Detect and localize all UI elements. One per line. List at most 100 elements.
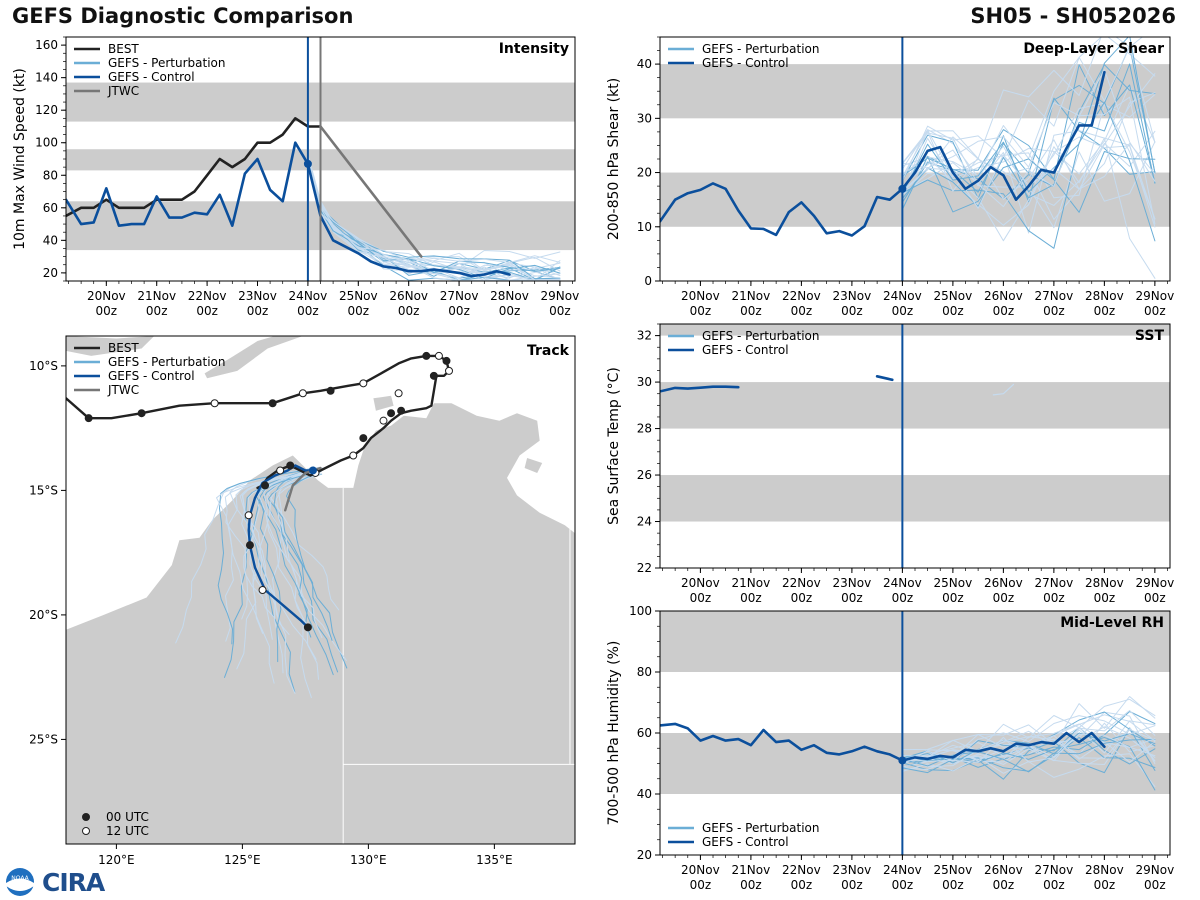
track-marker-12utc bbox=[434, 351, 443, 360]
sst-legend-label: GEFS - Control bbox=[702, 343, 789, 357]
figure-title: GEFS Diagnostic Comparison bbox=[12, 4, 354, 28]
track-frame bbox=[65, 335, 576, 845]
shear-xtick-label: 23Nov bbox=[833, 289, 872, 303]
sst-xtick-label2: 00z bbox=[1043, 591, 1065, 605]
sst-xtick-label2: 00z bbox=[892, 591, 914, 605]
intensity-perturbation-member-22 bbox=[307, 155, 561, 264]
track-control-current-position bbox=[308, 466, 317, 475]
intensity-xtick-label: 25Nov bbox=[339, 289, 378, 303]
intensity-xtick-label: 22Nov bbox=[188, 289, 227, 303]
sst-ytick-label: 24 bbox=[637, 515, 652, 529]
track-perturbation-member-20 bbox=[236, 472, 321, 670]
shear-xtick-label: 21Nov bbox=[732, 289, 771, 303]
intensity-frame bbox=[65, 36, 576, 282]
rh-perturbation-member-22 bbox=[901, 715, 1156, 765]
rh-ytick-label: 80 bbox=[637, 665, 652, 679]
track-plot-area bbox=[66, 336, 575, 844]
sst-xtick-label: 27Nov bbox=[1035, 576, 1074, 590]
intensity-ytick-label: 140 bbox=[35, 71, 58, 85]
intensity-xtick-label: 24Nov bbox=[289, 289, 328, 303]
shear-perturbation-member-9 bbox=[901, 64, 1156, 200]
intensity-legend-label: GEFS - Control bbox=[108, 70, 195, 84]
rh-plot-area bbox=[660, 611, 1170, 794]
track-marker-12utc bbox=[394, 389, 403, 398]
shear-plot-area bbox=[660, 37, 1170, 279]
track-legend-label: GEFS - Perturbation bbox=[108, 355, 225, 369]
intensity-xtick-label2: 00z bbox=[499, 304, 521, 318]
track-marker-00utc bbox=[397, 406, 406, 415]
timor-land bbox=[204, 336, 303, 379]
shear-xtick-label: 27Nov bbox=[1035, 289, 1074, 303]
intensity-series-jtwc bbox=[319, 125, 423, 258]
sst-ytick-label: 22 bbox=[637, 561, 652, 575]
rh-xtick-label2: 00z bbox=[942, 878, 964, 892]
intensity-xtick-label: 23Nov bbox=[238, 289, 277, 303]
track-marker-00utc bbox=[422, 351, 431, 360]
sst-xtick-label: 21Nov bbox=[732, 576, 771, 590]
intensity-control-analysis-marker bbox=[303, 159, 312, 168]
shear-xtick-label2: 00z bbox=[892, 304, 914, 318]
shear-ytick-label: 20 bbox=[637, 166, 652, 180]
track-marker-00utc bbox=[268, 399, 277, 408]
panel-rh: 2040608010020Nov00z21Nov00z22Nov00z23Nov… bbox=[606, 604, 1174, 892]
shear-xtick-label2: 00z bbox=[942, 304, 964, 318]
rh-xtick-label2: 00z bbox=[690, 878, 712, 892]
shear-xtick-label: 20Nov bbox=[681, 289, 720, 303]
track-marker-00utc bbox=[245, 541, 254, 550]
sst-xtick-label: 28Nov bbox=[1085, 576, 1124, 590]
track-marker-00utc bbox=[387, 409, 396, 418]
sst-ytick-label: 26 bbox=[637, 468, 652, 482]
rh-series-gefs-control bbox=[660, 722, 1106, 762]
track-marker-12utc bbox=[349, 451, 358, 460]
shear-perturbation-member-22 bbox=[901, 69, 1156, 208]
shear-xtick-label2: 00z bbox=[1043, 304, 1065, 318]
sst-xtick-label2: 00z bbox=[993, 591, 1015, 605]
intensity-xtick-label2: 00z bbox=[348, 304, 370, 318]
sst-xtick-label2: 00z bbox=[1144, 591, 1166, 605]
rh-xtick-label: 21Nov bbox=[732, 863, 771, 877]
track-marker-12utc bbox=[359, 379, 368, 388]
track-perturbation-member-18 bbox=[217, 468, 317, 645]
shear-xtick-label2: 00z bbox=[1144, 304, 1166, 318]
rh-legend-label: GEFS - Control bbox=[702, 835, 789, 849]
sst-legend-label: GEFS - Perturbation bbox=[702, 329, 819, 343]
sst-xtick-label2: 00z bbox=[791, 591, 813, 605]
track-ytick-label: 15°S bbox=[29, 483, 58, 497]
rh-xtick-label2: 00z bbox=[892, 878, 914, 892]
track-perturbation-member-22 bbox=[216, 472, 315, 684]
intensity-panel-title: Intensity bbox=[499, 41, 569, 57]
sst-series-gefs-control bbox=[660, 385, 740, 393]
shear-xtick-label2: 00z bbox=[791, 304, 813, 318]
shear-perturbation-member-6 bbox=[901, 45, 1156, 203]
intensity-xtick-label2: 00z bbox=[247, 304, 269, 318]
sst-frame bbox=[659, 323, 1171, 569]
sst-ytick-label: 32 bbox=[637, 329, 652, 343]
track-marker-00utc bbox=[429, 371, 438, 380]
track-xtick-label: 120°E bbox=[98, 853, 135, 867]
track-marker-legend-label: 12 UTC bbox=[106, 824, 149, 838]
shear-frame bbox=[659, 36, 1171, 282]
rh-control-analysis-marker bbox=[898, 756, 907, 765]
rh-perturbation-member-23 bbox=[901, 733, 1156, 763]
shear-xtick-label2: 00z bbox=[740, 304, 762, 318]
sst-xtick-label: 23Nov bbox=[833, 576, 872, 590]
shear-xtick-label: 26Nov bbox=[984, 289, 1023, 303]
track-marker-00utc bbox=[84, 414, 93, 423]
shear-ytick-label: 10 bbox=[637, 220, 652, 234]
panel-shear: 01020304020Nov00z21Nov00z22Nov00z23Nov00… bbox=[606, 36, 1174, 318]
intensity-legend-label: JTWC bbox=[107, 84, 139, 98]
intensity-xtick-label: 26Nov bbox=[389, 289, 428, 303]
track-marker-00utc bbox=[137, 409, 146, 418]
track-marker-12utc bbox=[276, 466, 285, 475]
track-marker-00utc bbox=[261, 481, 270, 490]
sst-ylabel: Sea Surface Temp (°C) bbox=[606, 367, 622, 525]
track-xtick-label: 125°E bbox=[224, 853, 261, 867]
shear-legend-label: GEFS - Perturbation bbox=[702, 42, 819, 56]
intensity-series-gefs-control bbox=[66, 141, 511, 278]
sst-panel-title: SST bbox=[1135, 328, 1165, 344]
shear-perturbation-member-12 bbox=[901, 151, 1156, 213]
rh-xtick-label: 25Nov bbox=[934, 863, 973, 877]
track-marker-12utc bbox=[445, 366, 454, 375]
track-marker-12utc bbox=[298, 389, 307, 398]
shear-perturbation-member-21 bbox=[901, 63, 1156, 207]
